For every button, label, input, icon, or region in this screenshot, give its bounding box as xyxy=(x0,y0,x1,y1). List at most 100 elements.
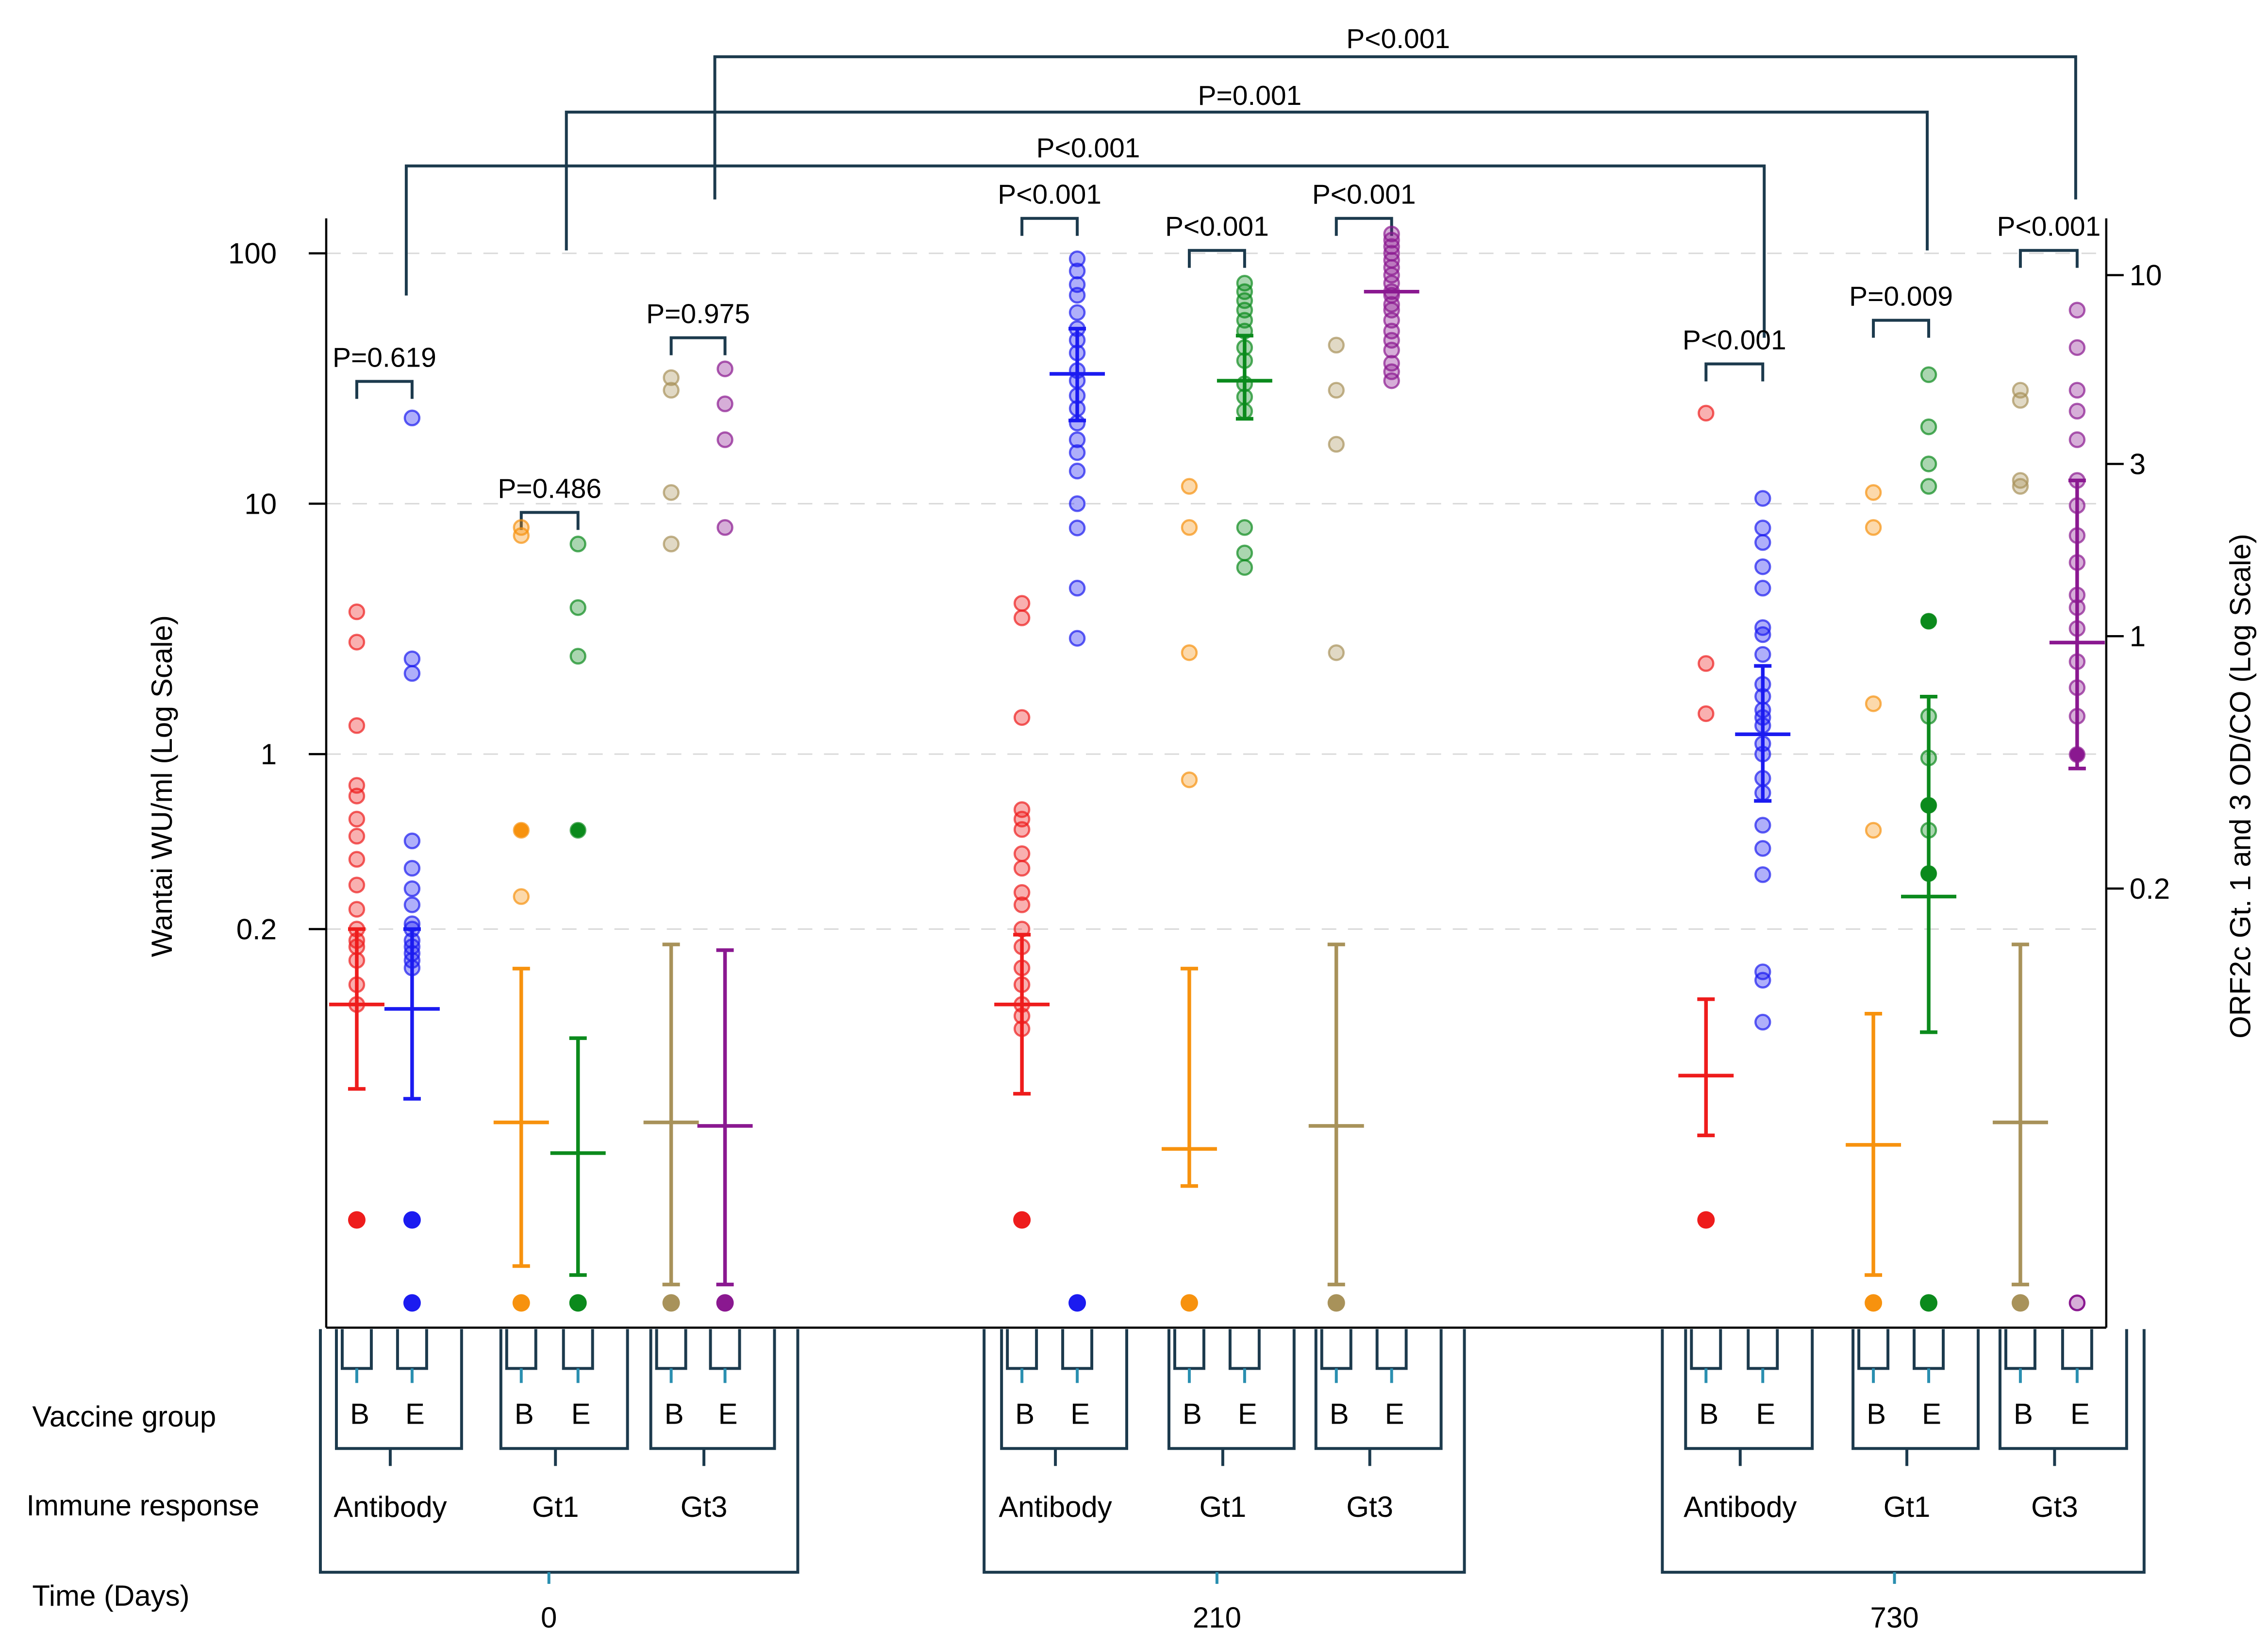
within-pvalue-7: P=0.009 xyxy=(1849,281,1953,312)
within-bracket-7 xyxy=(1872,319,1931,338)
point-t2-p0-E-7 xyxy=(1754,646,1771,663)
point-t2-p1-E-0 xyxy=(1920,366,1937,383)
point-t0-p0-B-9 xyxy=(348,901,366,918)
vaccine-bracket-1-0-B xyxy=(1006,1329,1038,1370)
point-t1-p2-E-18 xyxy=(1383,372,1400,389)
y-axis-right-title: ORF2c Gt. 1 and 3 OD/CO (Log Scale) xyxy=(2224,534,2257,1039)
point-t2-p2-E-4 xyxy=(2068,431,2086,448)
vaccine-bracket-0-1-E xyxy=(562,1329,594,1370)
point-t1-p1-E-13 xyxy=(1236,559,1253,576)
zero-point-t2-p0-B-0 xyxy=(1697,1211,1715,1229)
point-t2-p0-E-19 xyxy=(1754,866,1771,883)
point-t1-p0-E-17 xyxy=(1068,520,1086,537)
within-bracket-8 xyxy=(2018,249,2079,268)
vaccine-bracket-2-2-B xyxy=(2004,1329,2036,1370)
between-pvalue-0: P<0.001 xyxy=(1036,133,1140,164)
floor-point-t2-p1-B xyxy=(1865,1294,1883,1312)
response-bracket-0-2 xyxy=(649,1329,776,1450)
point-t1-p0-E-16 xyxy=(1068,495,1086,512)
zero-point-t0-p0-E-1 xyxy=(403,1294,421,1312)
point-t0-p0-B-6 xyxy=(348,827,366,845)
vaccine-label-1-2-E: E xyxy=(1385,1397,1404,1430)
vaccine-label-1-2-B: B xyxy=(1330,1397,1349,1430)
floor-point-t0-p1-B xyxy=(512,1294,530,1312)
point-t2-p1-B-1 xyxy=(1865,519,1882,536)
point-t1-p0-B-5 xyxy=(1013,821,1031,838)
within-pvalue-0: P=0.619 xyxy=(333,342,436,373)
point-t2-p1-B-2 xyxy=(1865,695,1882,712)
point-t0-p0-B-7 xyxy=(348,851,366,868)
point-t0-p2-B-0 xyxy=(663,369,680,386)
floor-point-t0-p1-E xyxy=(569,1294,587,1312)
zero-point-t0-p0-B-0 xyxy=(348,1211,366,1229)
vaccine-bracket-0-0-E xyxy=(396,1329,428,1370)
within-pvalue-8: P<0.001 xyxy=(1997,211,2101,242)
vaccine-bracket-0-2-E xyxy=(709,1329,741,1370)
point-t1-p0-B-1 xyxy=(1013,609,1031,626)
point-t2-p0-E-18 xyxy=(1754,840,1771,857)
response-label-1-1: Gt1 xyxy=(1200,1491,1247,1523)
floor-point-t1-p0-E xyxy=(1068,1294,1086,1312)
point-t0-p1-B-1 xyxy=(513,527,530,544)
time-label-1: 210 xyxy=(1193,1601,1241,1629)
point-t0-p2-E-2 xyxy=(717,431,734,448)
point-t1-p0-B-0 xyxy=(1013,595,1031,612)
point-t2-p0-E-2 xyxy=(1754,534,1771,551)
between-bracket-1 xyxy=(565,110,1929,251)
point-t1-p2-B-2 xyxy=(1328,436,1345,453)
point-t0-p0-E-4 xyxy=(403,859,421,877)
point-t1-p0-B-9 xyxy=(1013,896,1031,913)
vaccine-label-2-2-B: B xyxy=(2014,1397,2033,1430)
left-tick-label-1: 10 xyxy=(244,487,277,520)
between-bracket-0 xyxy=(404,164,1766,338)
response-label-2-0: Antibody xyxy=(1684,1491,1797,1523)
point-t0-p0-E-1 xyxy=(403,650,421,668)
point-t2-p0-E-17 xyxy=(1754,817,1771,834)
point-t0-p2-E-1 xyxy=(717,395,734,413)
point-t2-p0-B-0 xyxy=(1698,404,1715,422)
between-pvalue-1: P=0.001 xyxy=(1198,80,1301,111)
point-t2-p0-E-3 xyxy=(1754,558,1771,575)
within-bracket-4 xyxy=(1187,249,1246,268)
floor-point-t0-p2-E xyxy=(716,1294,734,1312)
vaccine-label-0-2-E: E xyxy=(718,1397,737,1430)
point-t2-p2-E-3 xyxy=(2068,403,2086,420)
vaccine-bracket-1-0-E xyxy=(1061,1329,1094,1370)
within-bracket-2 xyxy=(669,336,727,355)
vaccine-label-1-0-E: E xyxy=(1070,1397,1090,1430)
point-t2-p1-E-1 xyxy=(1920,418,1937,436)
point-t2-p2-E-2 xyxy=(2068,382,2086,399)
point-t2-p0-E-4 xyxy=(1754,580,1771,597)
response-bracket-1-1 xyxy=(1167,1329,1296,1450)
point-t2-p0-E-6 xyxy=(1754,626,1771,643)
vaccine-label-1-0-B: B xyxy=(1015,1397,1034,1430)
vaccine-bracket-1-1-E xyxy=(1228,1329,1261,1370)
time-bracket-2 xyxy=(1661,1329,2146,1574)
point-t1-p2-E-0 xyxy=(1383,225,1400,243)
between-pvalue-2: P<0.001 xyxy=(1346,23,1450,54)
vaccine-bracket-2-1-B xyxy=(1857,1329,1890,1370)
legend-vaccine-group: Vaccine group xyxy=(32,1400,216,1433)
vaccine-bracket-1-1-B xyxy=(1173,1329,1205,1370)
within-pvalue-1: P=0.486 xyxy=(498,473,601,504)
point-t1-p1-B-0 xyxy=(1181,478,1198,495)
vaccine-bracket-1-2-B xyxy=(1320,1329,1352,1370)
vaccine-label-1-1-E: E xyxy=(1238,1397,1257,1430)
point-t2-p2-B-1 xyxy=(2012,392,2029,409)
left-tick-label-3: 0.2 xyxy=(236,913,277,946)
point-t1-p0-E-19 xyxy=(1068,630,1086,647)
labels: 100 10 1 0.2 10 3 1 0.2 Wantai WU/ml (Log Scale)… xyxy=(26,23,2256,1629)
group-tree xyxy=(319,1329,2146,1584)
point-t2-p0-E-0 xyxy=(1754,490,1771,507)
point-t1-p0-E-15 xyxy=(1068,462,1086,480)
vaccine-bracket-0-0-B xyxy=(340,1329,373,1370)
point-t1-p0-E-14 xyxy=(1068,444,1086,461)
within-pvalue-5: P<0.001 xyxy=(1312,179,1416,210)
point-t1-p0-E-18 xyxy=(1068,580,1086,597)
point-t0-p0-B-0 xyxy=(348,603,366,621)
point-t2-p2-B-3 xyxy=(2012,478,2029,495)
point-t2-p1-E-3 xyxy=(1920,478,1937,495)
right-tick-label-2: 1 xyxy=(2130,620,2146,653)
point-t1-p0-E-13 xyxy=(1068,431,1086,448)
